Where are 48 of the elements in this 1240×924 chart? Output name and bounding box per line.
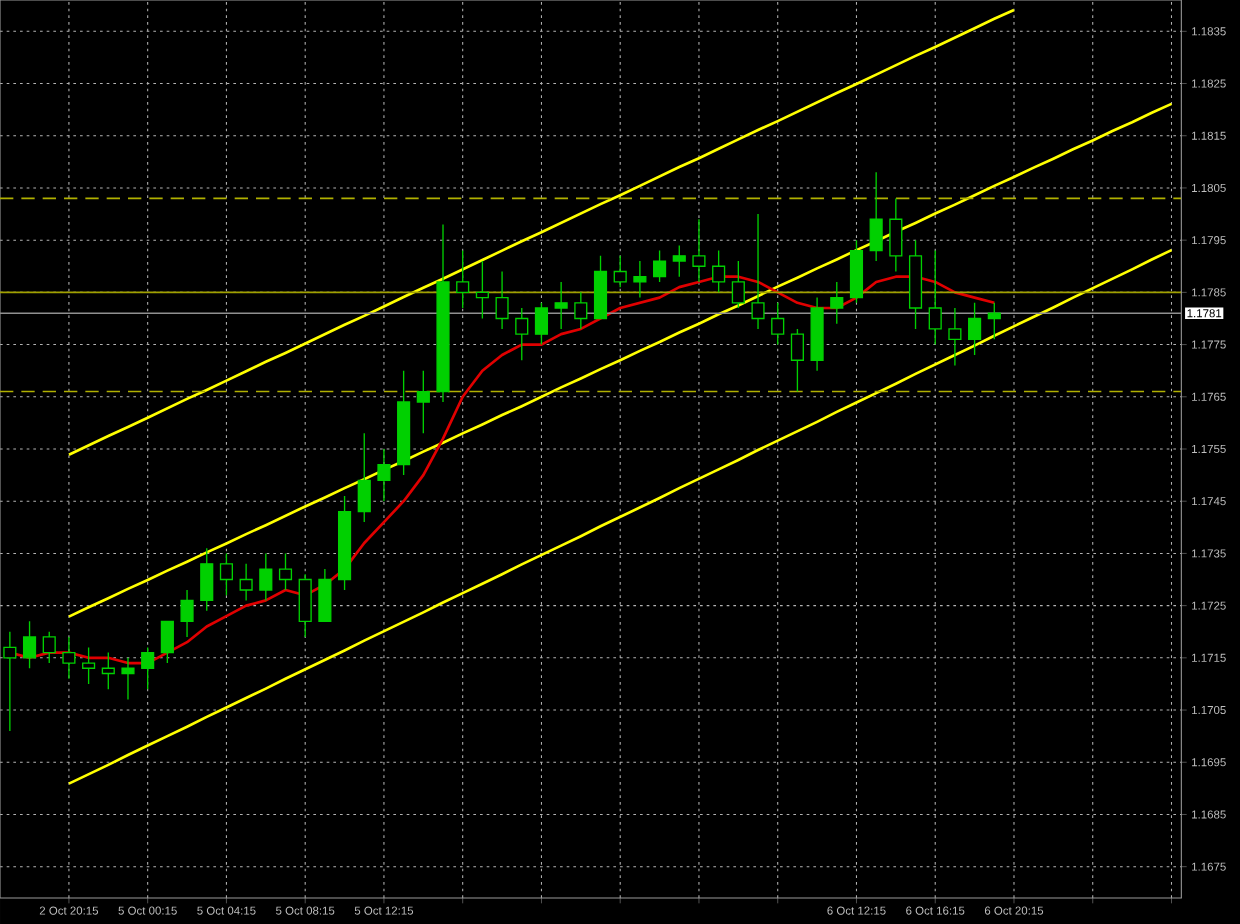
candlestick (239, 563, 253, 602)
candlestick (574, 291, 588, 330)
candlestick (751, 213, 765, 330)
candlestick (337, 495, 352, 591)
candlestick (436, 223, 450, 403)
candlestick (672, 244, 686, 278)
candlestick (692, 218, 706, 283)
candlestick (515, 307, 529, 361)
candlestick (298, 573, 312, 638)
candlestick (810, 296, 824, 372)
candlestick (712, 249, 726, 294)
candlestick (357, 432, 371, 523)
candlestick (731, 260, 745, 309)
candlestick (259, 552, 273, 602)
candlestick (534, 302, 549, 346)
candlestick (377, 448, 391, 502)
candlestick (456, 249, 470, 309)
candlestick (180, 589, 194, 638)
candlestick (62, 636, 76, 680)
candlestick (121, 657, 135, 701)
candlestick (397, 370, 411, 476)
candlestick (849, 239, 864, 304)
candlestick (869, 171, 883, 262)
candlestick (219, 552, 234, 596)
candlestick (42, 631, 56, 664)
candlestick (416, 370, 430, 435)
candlestick (200, 547, 214, 612)
candlestick (160, 620, 174, 664)
candlestick (968, 302, 982, 356)
candlestick (790, 328, 804, 393)
candlestick (908, 239, 923, 330)
candlestick (928, 249, 942, 346)
candlestick (495, 270, 509, 330)
candlestick (318, 568, 332, 622)
candlestick (82, 646, 96, 685)
candlestick (22, 620, 37, 669)
candlestick (141, 646, 155, 690)
candlestick (593, 255, 608, 320)
candlestick (3, 631, 17, 732)
candlestick (771, 302, 785, 346)
candlestick (613, 255, 627, 288)
candlestick (554, 281, 568, 330)
candlestick (278, 552, 293, 591)
candlestick (889, 197, 903, 273)
candlestick (633, 260, 647, 299)
candlestick (948, 307, 962, 367)
candlestick (653, 249, 667, 283)
candlestick (830, 281, 844, 325)
